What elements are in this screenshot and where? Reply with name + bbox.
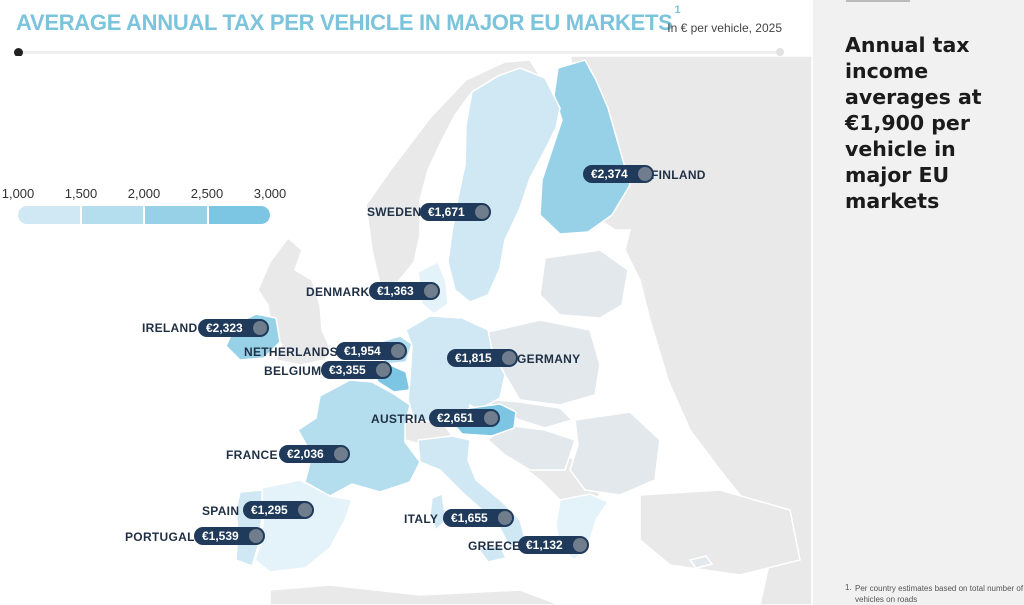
- rule-start-dot: [14, 48, 23, 57]
- value-ireland: €2,323: [206, 321, 243, 335]
- value-pill-greece: €1,132: [518, 536, 589, 554]
- value-pill-portugal: €1,539: [194, 527, 265, 545]
- pill-knob: [423, 284, 438, 298]
- value-pill-netherlands: €1,954: [336, 342, 407, 360]
- country-label-austria: AUSTRIA: [371, 412, 427, 426]
- value-italy: €1,655: [451, 511, 488, 525]
- header-rule: [14, 48, 784, 57]
- italy-sicily-region: [476, 545, 508, 563]
- value-pill-ireland: €2,323: [198, 319, 269, 337]
- value-pill-austria: €2,651: [429, 409, 500, 427]
- rule-end-dot: [776, 48, 784, 56]
- legend-tick: 1,000: [1, 186, 35, 201]
- country-label-greece: GREECE: [468, 539, 521, 553]
- north-africa-land: [269, 584, 561, 605]
- pill-knob: [483, 411, 498, 425]
- pill-knob: [572, 538, 587, 552]
- chart-title: AVERAGE ANNUAL TAX PER VEHICLE IN MAJOR …: [16, 4, 681, 36]
- country-label-denmark: DENMARK: [306, 285, 370, 299]
- pill-knob: [637, 167, 652, 181]
- pill-knob: [501, 351, 516, 365]
- country-label-portugal: PORTUGAL: [125, 530, 195, 544]
- footnote-marker: 1: [674, 3, 681, 16]
- country-label-belgium: BELGIUM: [264, 364, 322, 378]
- sidebar-top-rule: [846, 0, 910, 2]
- pill-knob: [333, 447, 348, 461]
- country-label-sweden: SWEDEN: [367, 205, 422, 219]
- spain-region: [254, 479, 353, 573]
- value-france: €2,036: [287, 447, 324, 461]
- legend-tick: 3,000: [253, 186, 287, 201]
- pill-knob: [497, 511, 512, 525]
- footnote-number: 1.: [845, 583, 852, 592]
- value-austria: €2,651: [437, 411, 474, 425]
- pill-knob: [375, 363, 390, 377]
- non-eu-land: [257, 56, 812, 605]
- europe-map: [0, 56, 812, 605]
- value-finland: €2,374: [591, 167, 628, 181]
- baltics-region: [539, 249, 629, 319]
- pill-knob: [390, 344, 405, 358]
- value-sweden: €1,671: [428, 205, 465, 219]
- value-netherlands: €1,954: [344, 344, 381, 358]
- italy-sardinia-region: [429, 492, 447, 532]
- value-pill-germany: €1,815: [447, 349, 518, 367]
- pill-knob: [474, 205, 489, 219]
- legend-color-bar: [18, 206, 270, 224]
- value-greece: €1,132: [526, 538, 563, 552]
- country-label-italy: ITALY: [404, 512, 439, 526]
- color-legend: 1,000 1,500 2,000 2,500 3,000: [0, 184, 290, 234]
- value-pill-sweden: €1,671: [420, 203, 491, 221]
- value-spain: €1,295: [251, 503, 288, 517]
- value-pill-spain: €1,295: [243, 501, 314, 519]
- romania-bulgaria-region: [569, 411, 661, 496]
- legend-tick: 2,000: [127, 186, 161, 201]
- legend-segment: [208, 206, 270, 224]
- value-pill-france: €2,036: [279, 445, 350, 463]
- legend-tick: 1,500: [64, 186, 98, 201]
- country-label-france: FRANCE: [226, 448, 278, 462]
- finland-region: [539, 59, 631, 235]
- footnote-text: Per country estimates based on total num…: [855, 584, 1024, 604]
- value-pill-italy: €1,655: [443, 509, 514, 527]
- value-belgium: €3,355: [329, 363, 366, 377]
- pill-knob: [252, 321, 267, 335]
- value-denmark: €1,363: [377, 284, 414, 298]
- country-label-netherlands: NETHERLANDS: [244, 345, 338, 359]
- value-pill-denmark: €1,363: [369, 282, 440, 300]
- hungary-croatia-slovenia-region: [486, 424, 576, 471]
- cyprus-region: [688, 555, 714, 569]
- chart-title-text: AVERAGE ANNUAL TAX PER VEHICLE IN MAJOR …: [16, 10, 673, 35]
- legend-segment: [145, 206, 209, 224]
- country-label-spain: SPAIN: [202, 504, 240, 518]
- france-region: [297, 379, 421, 497]
- country-label-germany: GERMANY: [517, 352, 581, 366]
- legend-segment: [18, 206, 82, 224]
- turkey-land: [639, 489, 801, 576]
- sidebar-headline: Annual tax income averages at €1,900 per…: [845, 33, 982, 213]
- country-label-ireland: IRELAND: [142, 321, 198, 335]
- legend-segment: [81, 206, 145, 224]
- country-label-finland: FINLAND: [651, 168, 706, 182]
- sidebar-panel: Annual tax income averages at €1,900 per…: [813, 0, 1024, 605]
- value-portugal: €1,539: [202, 529, 239, 543]
- unit-label: In € per vehicle, 2025: [667, 21, 782, 35]
- value-pill-finland: €2,374: [583, 165, 654, 183]
- legend-tick: 2,500: [190, 186, 224, 201]
- pill-knob: [297, 503, 312, 517]
- value-germany: €1,815: [455, 351, 492, 365]
- value-pill-belgium: €3,355: [321, 361, 392, 379]
- pill-knob: [248, 529, 263, 543]
